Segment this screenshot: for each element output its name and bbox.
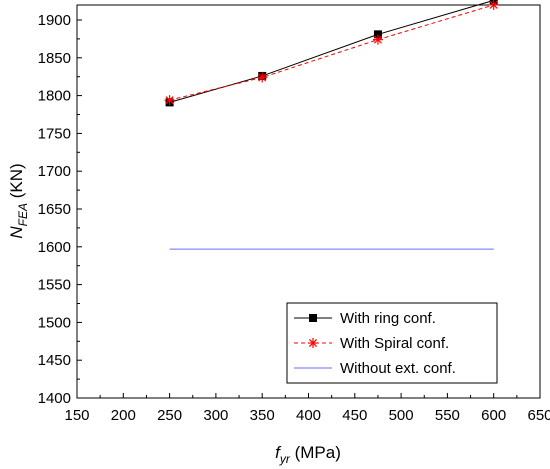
legend-marker-1 — [309, 314, 317, 322]
x-tick-label: 450 — [342, 407, 367, 424]
legend: With ring conf. With Spiral conf. Without … — [286, 302, 498, 384]
y-tick-label: 1400 — [38, 390, 71, 407]
y-tick-label: 1500 — [38, 314, 71, 331]
x-tick-label: 500 — [389, 407, 414, 424]
x-tick-label: 350 — [250, 407, 275, 424]
x-tick-label: 300 — [203, 407, 228, 424]
series-2-point — [257, 72, 268, 83]
y-tick-label: 1450 — [38, 352, 71, 369]
legend-label-1: With ring conf. — [340, 310, 436, 327]
legend-marker-2 — [308, 338, 318, 348]
legend-label-3: Without ext. conf. — [340, 360, 456, 377]
series-2-line — [169, 4, 494, 101]
series-1-point — [373, 30, 382, 39]
series-1-line — [169, 0, 494, 103]
series-2 — [164, 0, 499, 106]
series-1 — [165, 0, 498, 107]
y-tick-label: 1850 — [38, 50, 71, 67]
y-tick-label: 1550 — [38, 277, 71, 294]
x-tick-label: 600 — [481, 407, 506, 424]
y-axis-ticks: 1400 1450 1500 1550 1600 1650 1700 1750 1800 1850… — [38, 12, 82, 407]
x-tick-label: 250 — [157, 407, 182, 424]
y-tick-label: 1800 — [38, 88, 71, 105]
y-tick-label: 1900 — [38, 12, 71, 29]
y-tick-label: 1650 — [38, 201, 71, 218]
series-layer — [164, 0, 499, 250]
series-2-point — [488, 0, 499, 10]
x-tick-label: 200 — [111, 407, 136, 424]
x-tick-label: 550 — [435, 407, 460, 424]
y-tick-label: 1600 — [38, 239, 71, 256]
y-tick-label: 1750 — [38, 125, 71, 142]
series-2-point — [164, 95, 175, 106]
x-tick-label: 150 — [64, 407, 89, 424]
y-tick-label: 1700 — [38, 163, 71, 180]
series-2-point — [372, 34, 383, 45]
x-tick-label: 650 — [527, 407, 550, 424]
x-axis-label: fyr (MPa) — [275, 443, 341, 466]
x-tick-label: 400 — [296, 407, 321, 424]
legend-label-2: With Spiral conf. — [340, 335, 449, 352]
y-axis-label: NFEA (KN) — [7, 163, 30, 238]
x-axis-ticks: 150 200 250 300 350 400 450 500 550 600 650 — [64, 393, 550, 424]
